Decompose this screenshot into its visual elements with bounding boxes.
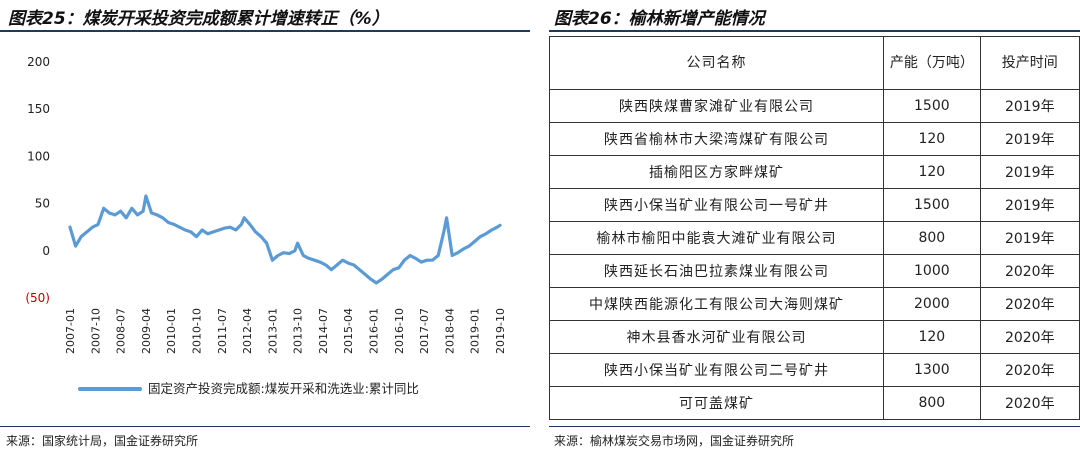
header-year: 投产时间	[979, 36, 1080, 90]
series-group	[68, 194, 502, 285]
x-tick-label: 2013-10	[292, 308, 305, 354]
x-tick-label: 2011-07	[216, 308, 229, 354]
x-tick-label: 2014-07	[317, 308, 330, 354]
capacity-cell: 800	[883, 386, 981, 420]
company-cell: 陕西陕煤曹家滩矿业有限公司	[548, 89, 885, 123]
table-row: 陕西延长石油巴拉素煤业有限公司 1000 2020年	[548, 254, 1080, 288]
right-title-rule	[549, 30, 1080, 32]
table-header-row: 公司名称 产能（万吨） 投产时间	[548, 36, 1080, 90]
right-source: 来源：榆林煤炭交易市场网，国金证券研究所	[554, 434, 795, 448]
left-source-rule	[0, 426, 530, 427]
capacity-cell: 1500	[883, 89, 981, 123]
capacity-cell: 800	[883, 221, 981, 255]
company-cell: 陕西小保当矿业有限公司二号矿井	[548, 353, 885, 387]
header-capacity: 产能（万吨）	[883, 36, 981, 90]
company-cell: 陕西省榆林市大梁湾煤矿有限公司	[548, 122, 885, 156]
x-tick-label: 2019-10	[494, 308, 507, 354]
legend-label: 固定资产投资完成额:煤炭开采和洗选业:累计同比	[148, 381, 419, 396]
year-cell: 2020年	[979, 386, 1080, 420]
table-row: 陕西小保当矿业有限公司一号矿井 1500 2019年	[548, 188, 1080, 222]
x-tick-label: 2013-01	[266, 308, 279, 354]
table-row: 陕西省榆林市大梁湾煤矿有限公司 120 2019年	[548, 122, 1080, 156]
capacity-cell: 120	[883, 122, 981, 156]
header-company: 公司名称	[548, 36, 885, 90]
year-cell: 2019年	[979, 188, 1080, 222]
y-tick-label: 0	[42, 244, 50, 258]
x-tick-label: 2008-07	[115, 308, 128, 354]
x-tick-label: 2012-04	[241, 308, 254, 354]
x-tick-label: 2016-10	[393, 308, 406, 354]
company-cell: 可可盖煤矿	[548, 386, 885, 420]
left-title-rule	[0, 30, 530, 32]
left-source: 来源：国家统计局，国金证券研究所	[6, 434, 199, 448]
y-tick-label: 50	[35, 197, 50, 211]
y-tick-label: (50)	[25, 291, 50, 305]
left-panel-title: 图表25：煤炭开采投资完成额累计增速转正（%）	[8, 9, 389, 29]
x-tick-label: 2007-10	[89, 308, 102, 354]
table-row: 中煤陕西能源化工有限公司大海则煤矿 2000 2020年	[548, 287, 1080, 321]
year-cell: 2020年	[979, 287, 1080, 321]
y-tick-label: 100	[27, 149, 50, 163]
table-row: 陕西小保当矿业有限公司二号矿井 1300 2020年	[548, 353, 1080, 387]
table-row: 榆林市榆阳中能袁大滩矿业有限公司 800 2019年	[548, 221, 1080, 255]
year-cell: 2020年	[979, 320, 1080, 354]
table-row: 神木县香水河矿业有限公司 120 2020年	[548, 320, 1080, 354]
x-axis-labels: 2007-01 2007-10 2008-07 2009-04 2010-01 2010-…	[64, 308, 507, 354]
x-tick-label: 2018-04	[443, 308, 456, 354]
year-cell: 2019年	[979, 89, 1080, 123]
x-tick-label: 2009-04	[140, 308, 153, 354]
company-cell: 陕西延长石油巴拉素煤业有限公司	[548, 254, 885, 288]
capacity-cell: 1000	[883, 254, 981, 288]
table-row: 陕西陕煤曹家滩矿业有限公司 1500 2019年	[548, 89, 1080, 123]
x-tick-label: 2010-10	[190, 308, 203, 354]
capacity-cell: 120	[883, 155, 981, 189]
table-row: 可可盖煤矿 800 2020年	[548, 386, 1080, 420]
x-tick-label: 2019-01	[469, 308, 482, 354]
y-axis-labels: 200 150 100 50 0 (50)	[25, 55, 50, 305]
capacity-cell: 1500	[883, 188, 981, 222]
year-cell: 2020年	[979, 353, 1080, 387]
y-tick-label: 200	[27, 55, 50, 69]
y-tick-label: 150	[27, 102, 50, 116]
company-cell: 陕西小保当矿业有限公司一号矿井	[548, 188, 885, 222]
right-source-rule	[549, 426, 1080, 427]
x-tick-label: 2017-07	[418, 308, 431, 354]
right-panel-title: 图表26：榆林新增产能情况	[554, 9, 765, 29]
company-cell: 中煤陕西能源化工有限公司大海则煤矿	[548, 287, 885, 321]
x-tick-label: 2010-01	[165, 308, 178, 354]
capacity-cell: 2000	[883, 287, 981, 321]
year-cell: 2019年	[979, 221, 1080, 255]
company-cell: 榆林市榆阳中能袁大滩矿业有限公司	[548, 221, 885, 255]
capacity-cell: 120	[883, 320, 981, 354]
year-cell: 2020年	[979, 254, 1080, 288]
x-tick-label: 2016-01	[368, 308, 381, 354]
company-cell: 插榆阳区方家畔煤矿	[548, 155, 885, 189]
x-tick-label: 2015-04	[342, 308, 355, 354]
legend: 固定资产投资完成额:煤炭开采和洗选业:累计同比	[78, 381, 419, 396]
table-row: 插榆阳区方家畔煤矿 120 2019年	[548, 155, 1080, 189]
capacity-table: 公司名称 产能（万吨） 投产时间 陕西陕煤曹家滩矿业有限公司 1500 2019年 …	[548, 36, 1080, 420]
series-line	[68, 194, 502, 285]
x-tick-label: 2007-01	[64, 308, 77, 354]
year-cell: 2019年	[979, 155, 1080, 189]
capacity-cell: 1300	[883, 353, 981, 387]
year-cell: 2019年	[979, 122, 1080, 156]
company-cell: 神木县香水河矿业有限公司	[548, 320, 885, 354]
